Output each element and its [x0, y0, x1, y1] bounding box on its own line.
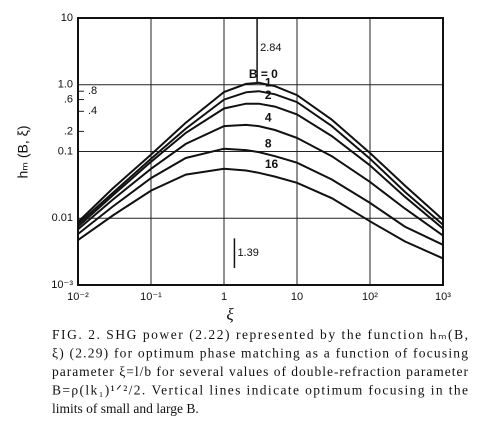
- optimum-label: 1.39: [237, 247, 258, 259]
- x-tick-label: 10: [291, 291, 303, 303]
- y-tick-label: 0.1: [58, 145, 73, 157]
- curve-label: 4: [265, 110, 272, 124]
- caption-line: B=ρ(lk₁)¹ᐟ²/2. Vertical lines indicate o…: [52, 383, 468, 398]
- y-tick-label: 0.01: [52, 212, 73, 224]
- curve: [77, 102, 444, 230]
- caption-line: FIG. 2. SHG power (2.22) represented by …: [52, 327, 468, 342]
- y-tick-label: 10⁻³: [51, 279, 73, 291]
- x-tick-label: 1: [221, 291, 227, 303]
- y-tick-label: .2: [64, 125, 73, 137]
- y-axis-title: hₘ (B, ξ): [15, 125, 31, 178]
- curve: [77, 123, 444, 237]
- x-axis-title: ξ: [226, 305, 234, 324]
- y-tick-label: .8: [88, 85, 97, 97]
- x-tick-label: 10³: [435, 291, 451, 303]
- x-tick-label: 10²: [362, 291, 378, 303]
- x-tick-label: 10⁻¹: [140, 291, 162, 303]
- y-tick-label: .4: [88, 105, 97, 117]
- caption-line: ξ) (2.29) for optimum phase matching as …: [52, 346, 468, 361]
- y-tick-label: .6: [64, 93, 73, 105]
- curve: [77, 90, 444, 226]
- curve: [77, 81, 444, 223]
- curve: [77, 147, 444, 246]
- curve-label: 2: [265, 88, 272, 102]
- y-tick-label: 10: [61, 12, 73, 24]
- optimum-label: 2.84: [260, 42, 281, 54]
- curve-label: 1: [265, 75, 272, 89]
- plot-frame: [77, 17, 444, 286]
- caption-line: parameter ξ=l/b for several values of do…: [52, 364, 469, 379]
- y-tick-label: 1.0: [58, 79, 73, 91]
- curve-label: 8: [265, 136, 272, 150]
- curve-label: B = 0: [249, 67, 278, 81]
- curve-label: 16: [265, 157, 279, 171]
- x-tick-label: 10⁻²: [67, 291, 89, 303]
- caption-line: limits of small and large B.: [52, 401, 199, 416]
- curve: [77, 167, 444, 260]
